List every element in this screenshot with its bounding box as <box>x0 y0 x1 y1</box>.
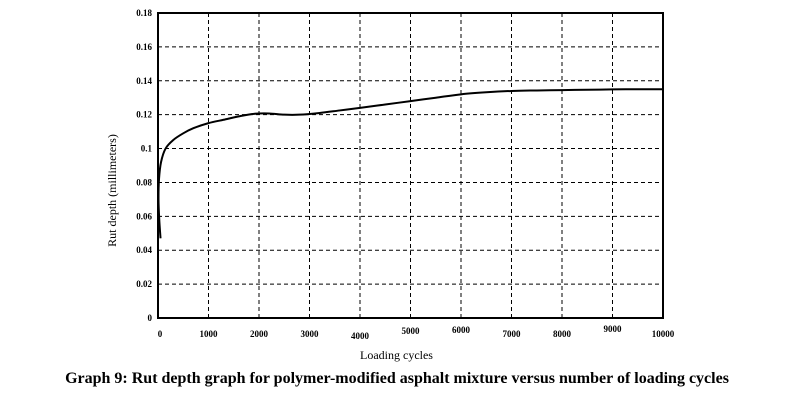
x-tick-label: 2000 <box>250 329 269 339</box>
y-tick-label: 0 <box>148 313 153 323</box>
x-tick-label: 3000 <box>301 329 320 339</box>
y-axis-label: Rut depth (millimeters) <box>105 134 119 247</box>
x-tick-label: 6000 <box>452 325 471 335</box>
rut-depth-chart: 0 0.02 0.04 0.06 0.08 0.1 0.12 0.14 0.16 0.18 0 10… <box>105 8 675 362</box>
figure-caption: Graph 9: Rut depth graph for polymer-mod… <box>65 370 729 387</box>
y-tick-label: 0.16 <box>136 42 152 52</box>
series-line <box>157 88 664 239</box>
x-tick-label: 8000 <box>553 329 572 339</box>
y-tick-label: 0.14 <box>136 76 152 86</box>
x-tick-label: 9000 <box>604 324 623 334</box>
grid <box>158 13 663 318</box>
x-tick-label: 4000 <box>351 331 370 341</box>
x-tick-label: 7000 <box>503 329 522 339</box>
x-tick-labels: 0 1000 2000 3000 4000 5000 6000 7000 8000 9000 100… <box>158 324 675 341</box>
y-tick-label: 0.06 <box>136 211 152 221</box>
x-tick-label: 1000 <box>200 329 219 339</box>
y-tick-label: 0.08 <box>136 177 152 187</box>
x-axis-label: Loading cycles <box>360 348 433 362</box>
x-tick-label: 5000 <box>402 326 421 336</box>
y-tick-label: 0.12 <box>136 110 152 120</box>
y-tick-label: 0.02 <box>136 279 152 289</box>
plot-frame <box>157 12 664 319</box>
y-tick-label: 0.04 <box>136 245 152 255</box>
x-tick-label: 10000 <box>652 329 675 339</box>
y-tick-labels: 0 0.02 0.04 0.06 0.08 0.1 0.12 0.14 0.16 0.18 <box>136 8 152 323</box>
y-tick-label: 0.18 <box>136 8 152 18</box>
x-tick-label: 0 <box>158 329 163 339</box>
y-tick-label: 0.1 <box>141 144 153 154</box>
